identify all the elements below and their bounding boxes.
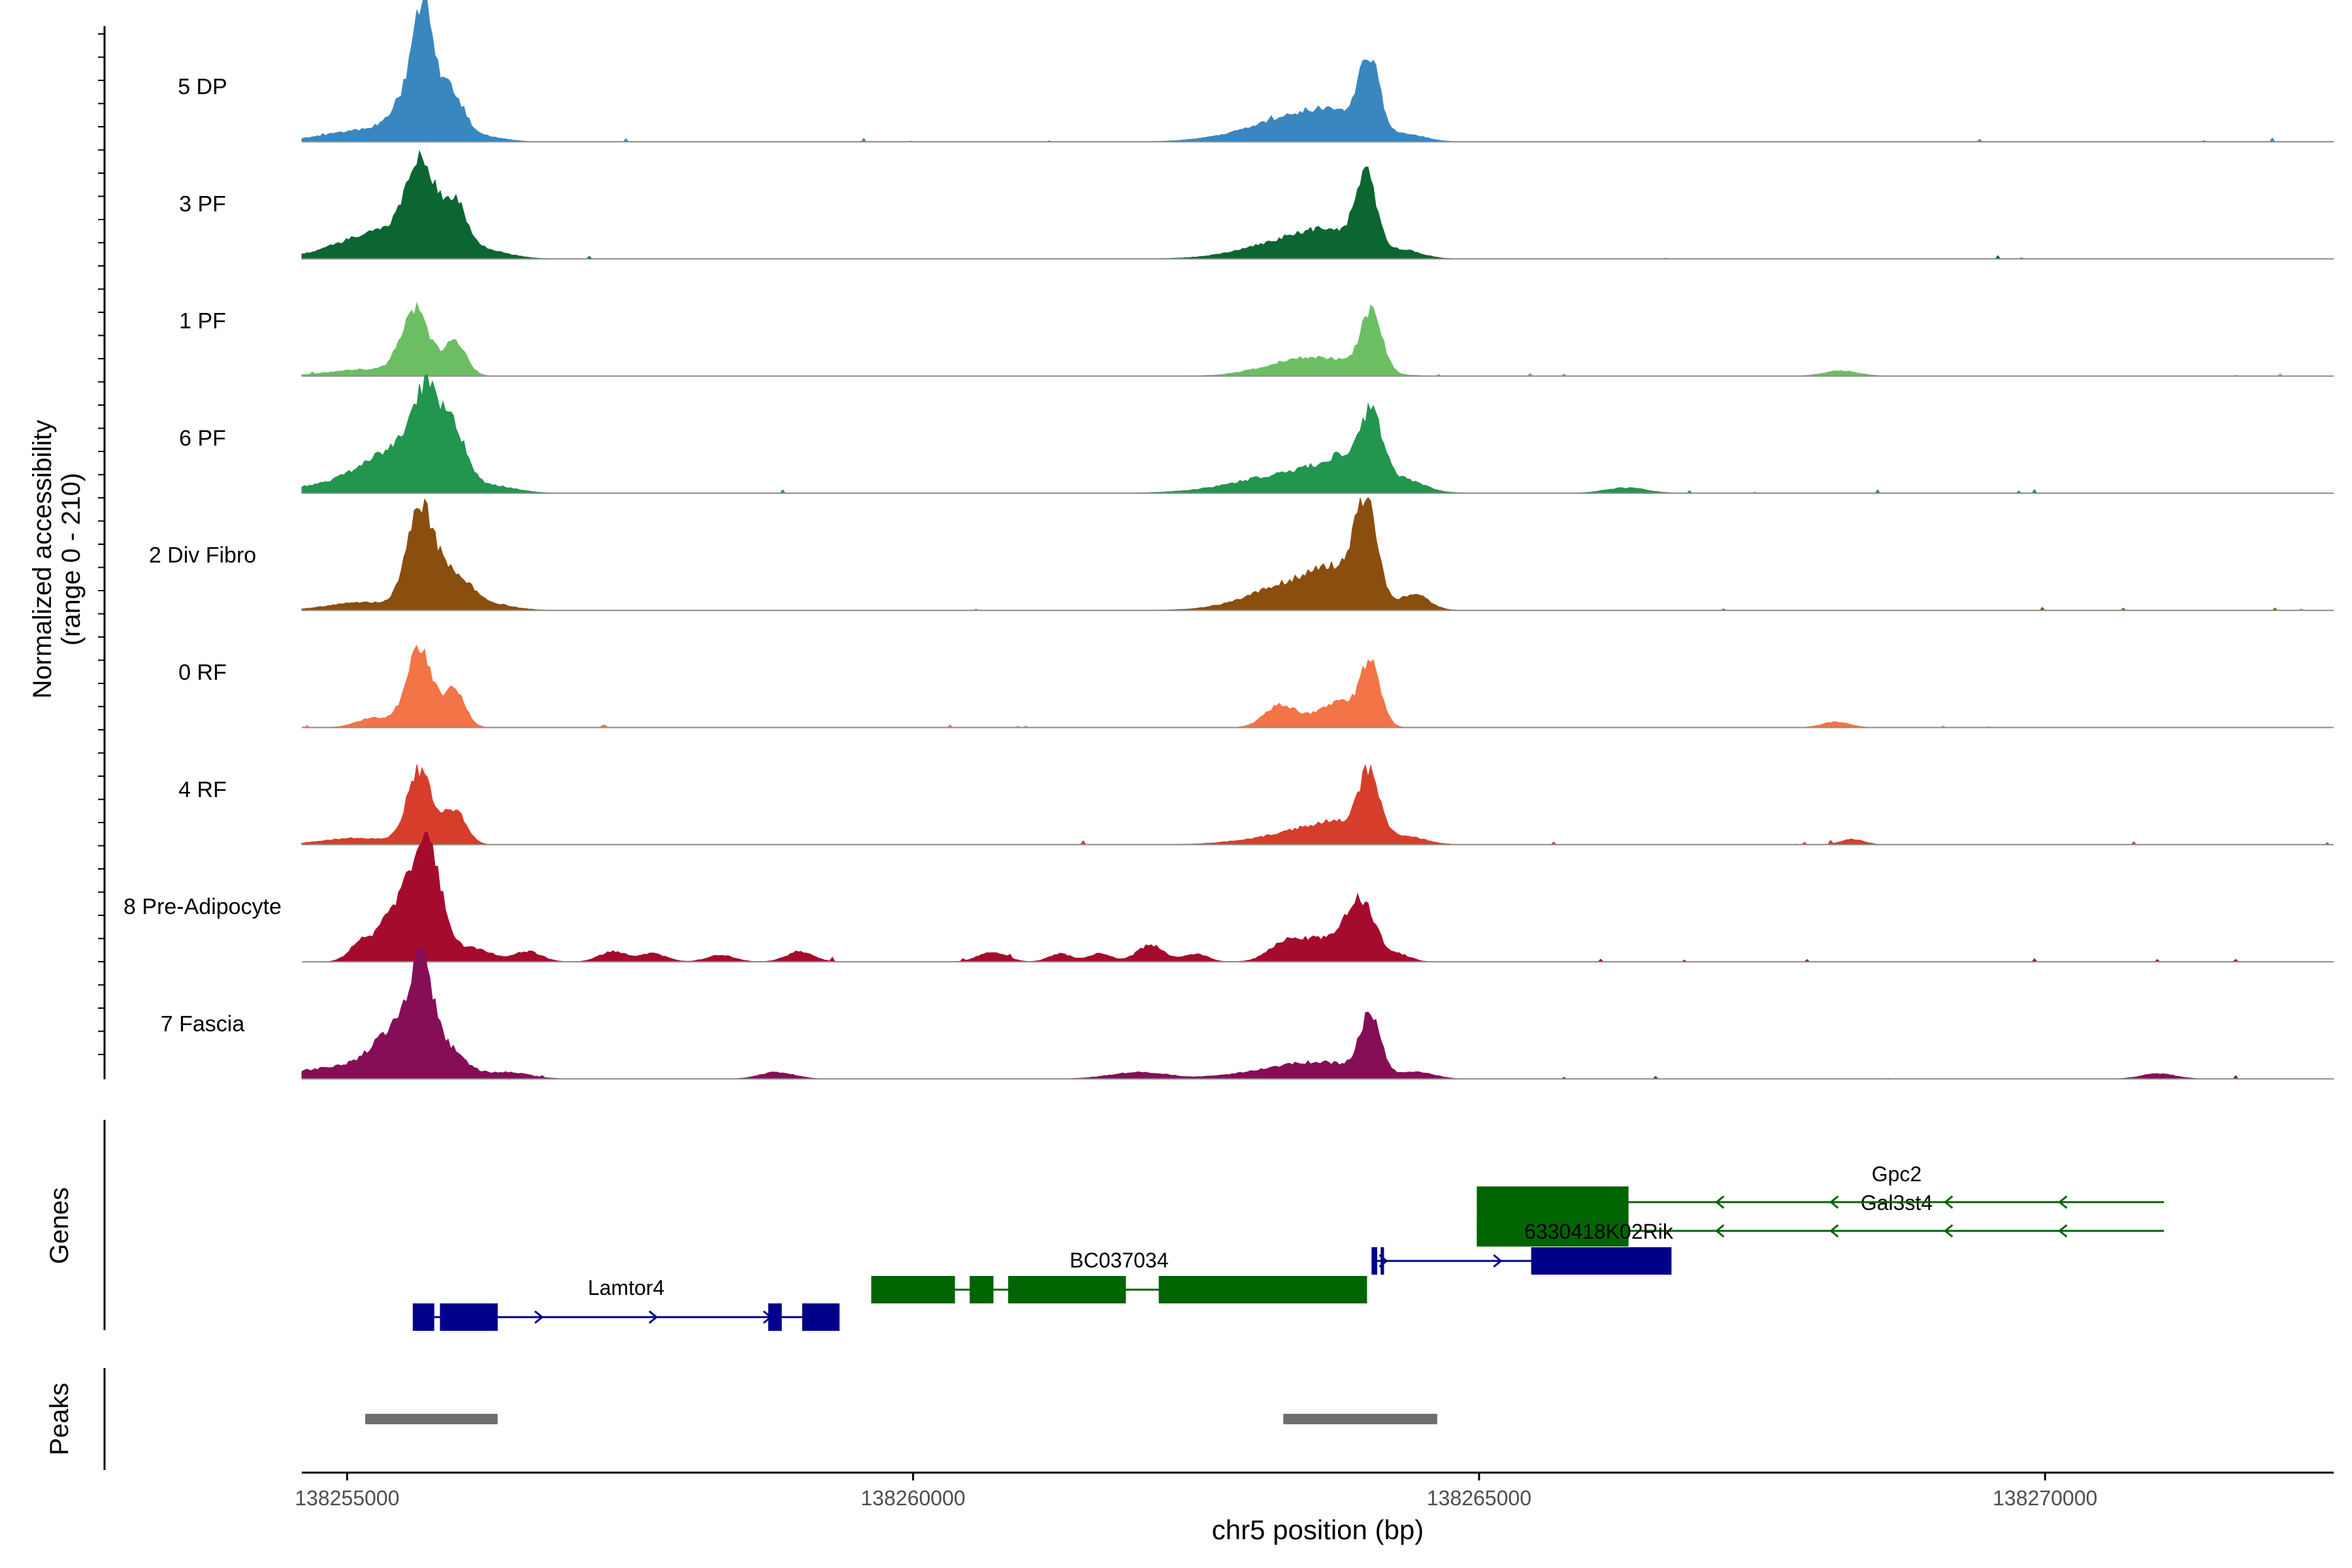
strand-arrow — [534, 1310, 544, 1324]
gene-label: Lamtor4 — [588, 1276, 664, 1299]
y-axis-label-line2: (range 0 - 210) — [57, 473, 86, 646]
x-tick-label: 138260000 — [861, 1486, 966, 1510]
track-label: 4 RF — [178, 777, 227, 802]
gene-label: 6330418K02Rik — [1524, 1220, 1674, 1243]
x-tick-label: 138270000 — [1993, 1486, 2097, 1510]
track-2-div-fibro: 2 Div Fibro — [149, 497, 2334, 612]
gene-6330418k02rik: 6330418K02Rik — [1371, 1220, 1674, 1275]
strand-arrow — [2058, 1224, 2068, 1238]
track-8-pre-adipocyte: 8 Pre-Adipocyte — [123, 831, 2334, 963]
track-label: 8 Pre-Adipocyte — [123, 894, 282, 919]
track-4-rf: 4 RF — [178, 764, 2334, 845]
x-axis-title: chr5 position (bp) — [1212, 1514, 1424, 1545]
peak-regions — [365, 1414, 1437, 1424]
strand-arrow — [1944, 1224, 1953, 1238]
gene-lamtor4: Lamtor4 — [412, 1276, 840, 1331]
track-7-fascia: 7 Fascia — [161, 946, 2334, 1080]
peak-region — [365, 1414, 498, 1424]
peaks-panel: Peaks — [45, 1368, 1437, 1470]
x-axis-ticks: 138255000 138260000 138265000 138270000 — [295, 1473, 2097, 1510]
gene-gpc2: Gpc2 — [1477, 1162, 2164, 1247]
gene-label: BC037034 — [1070, 1249, 1168, 1272]
accessibility-tracks: 5 DP 3 PF 1 PF 6 PF 2 Div Fibro 0 RF 4 RF 8 Pre… — [123, 0, 2334, 1080]
gene-exon — [1371, 1247, 1377, 1275]
track-label: 6 PF — [179, 426, 226, 451]
x-axis: 138255000 138260000 138265000 138270000 chr… — [295, 1471, 2334, 1545]
track-label: 1 PF — [179, 309, 226, 334]
gene-exon — [440, 1303, 498, 1331]
gene-exon — [1008, 1276, 1126, 1303]
y-axis-label-line1: Normalized accessibility — [28, 420, 57, 699]
strand-arrow — [1944, 1195, 1953, 1209]
strand-arrow — [2058, 1195, 2068, 1209]
strand-arrow — [1715, 1195, 1725, 1209]
gene-exon — [1477, 1186, 1629, 1247]
gene-exon — [1158, 1276, 1367, 1303]
gene-exon — [1380, 1247, 1384, 1275]
genes-panel: Genes Gal3st4Gpc2Lamtor4BC0370346330418K… — [45, 1120, 2164, 1331]
strand-arrow — [1715, 1224, 1725, 1238]
y-axis-title: Normalized accessibility (range 0 - 210) — [28, 420, 86, 699]
gene-exon — [1531, 1247, 1672, 1275]
gene-exon — [768, 1303, 782, 1331]
track-y-axis — [98, 26, 106, 1079]
x-tick-label: 138255000 — [295, 1486, 399, 1510]
strand-arrow — [1829, 1195, 1839, 1209]
track-6-pf: 6 PF — [179, 374, 2334, 494]
peaks-label: Peaks — [45, 1382, 74, 1455]
strand-arrow — [1829, 1224, 1839, 1238]
gene-exon — [970, 1276, 994, 1303]
strand-arrow — [1493, 1254, 1503, 1268]
gene-exon — [412, 1303, 434, 1331]
track-3-pf: 3 PF — [179, 150, 2334, 260]
track-5-dp: 5 DP — [178, 0, 2334, 142]
gene-bc037034: BC037034 — [871, 1249, 1367, 1303]
track-label: 3 PF — [179, 191, 226, 216]
track-label: 7 Fascia — [161, 1011, 245, 1036]
track-1-pf: 1 PF — [179, 301, 2334, 377]
track-label: 5 DP — [178, 74, 227, 99]
peak-region — [1283, 1414, 1437, 1424]
gene-label: Gpc2 — [1872, 1162, 1921, 1186]
strand-arrow — [648, 1310, 659, 1324]
gene-exon — [871, 1276, 955, 1303]
track-label: 0 RF — [178, 661, 227, 685]
gene-exon — [802, 1303, 840, 1331]
genes-label: Genes — [45, 1187, 74, 1264]
track-label: 2 Div Fibro — [149, 543, 256, 568]
x-tick-label: 138265000 — [1427, 1486, 1531, 1510]
track-0-rf: 0 RF — [178, 644, 2334, 728]
